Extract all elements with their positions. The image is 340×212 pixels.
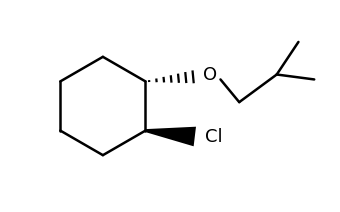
Text: Cl: Cl: [205, 127, 222, 145]
Text: O: O: [203, 66, 217, 84]
Polygon shape: [145, 127, 196, 146]
